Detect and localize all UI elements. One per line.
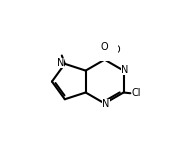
Text: O: O	[101, 42, 108, 52]
Text: Cl: Cl	[132, 88, 141, 98]
Text: O: O	[101, 45, 109, 55]
Text: N: N	[57, 58, 64, 68]
Text: O: O	[113, 45, 120, 55]
Text: N: N	[121, 65, 129, 75]
Text: N: N	[102, 99, 110, 109]
